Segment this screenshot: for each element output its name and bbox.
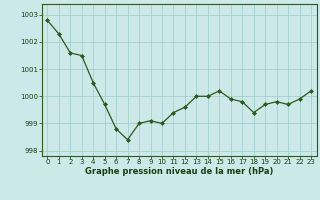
- X-axis label: Graphe pression niveau de la mer (hPa): Graphe pression niveau de la mer (hPa): [85, 167, 273, 176]
